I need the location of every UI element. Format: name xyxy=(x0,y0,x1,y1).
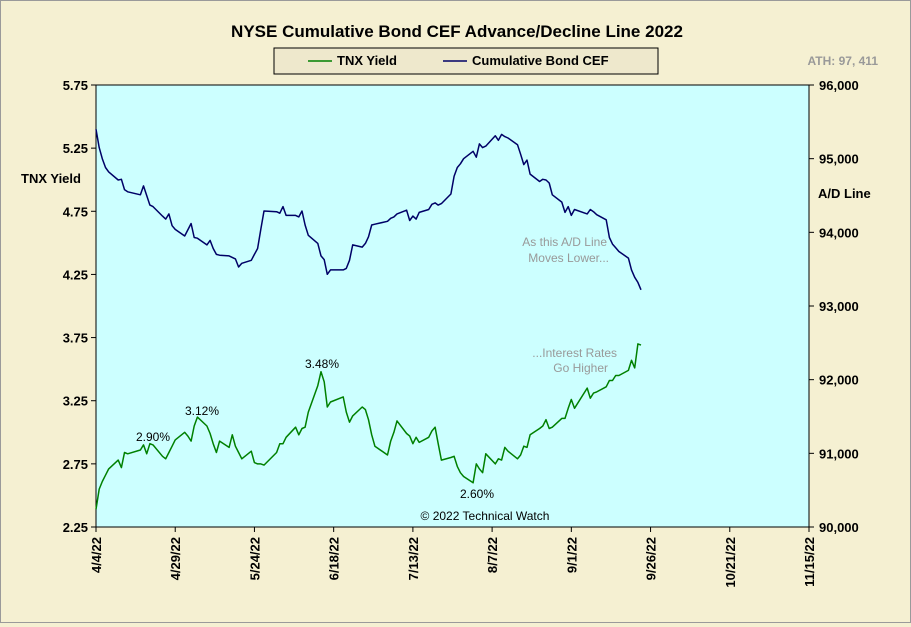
series-group xyxy=(95,129,642,510)
x-tick-label: 11/15/22 xyxy=(802,537,817,587)
legend: TNX Yield Cumulative Bond CEF xyxy=(273,47,659,75)
series-line-tnx-yield xyxy=(95,343,642,510)
y-right-ticks: 90,000 91,000 92,000 93,000 94,000 95,000 96,0… xyxy=(809,78,859,535)
x-tick-label: 8/7/22 xyxy=(485,537,500,573)
y-left-tick-label: 4.75 xyxy=(63,204,88,219)
x-tick-label: 7/13/22 xyxy=(406,537,421,580)
x-tick-label: 4/29/22 xyxy=(168,537,183,580)
y-left-label: TNX Yield xyxy=(21,171,81,186)
y-right-label: A/D Line xyxy=(818,186,871,201)
x-tick-label: 5/24/22 xyxy=(247,537,262,580)
y-left-tick-label: 5.25 xyxy=(63,141,88,156)
annotation-290: 2.90% xyxy=(136,430,170,444)
x-tick-label: 4/4/22 xyxy=(89,537,104,573)
y-left-tick-label: 4.25 xyxy=(63,267,88,282)
y-right-tick-label: 94,000 xyxy=(819,225,859,240)
annotation-260: 2.60% xyxy=(460,487,494,501)
x-tick-label: 10/21/22 xyxy=(723,537,738,588)
y-left-tick-label: 3.75 xyxy=(63,331,88,346)
y-right-tick-label: 91,000 xyxy=(819,446,859,461)
credit: © 2022 Technical Watch xyxy=(421,509,550,523)
y-right-tick-label: 92,000 xyxy=(819,373,859,388)
y-right-tick-label: 90,000 xyxy=(819,520,859,535)
annotation-ad-line-2: Moves Lower... xyxy=(528,251,609,265)
annotation-ad-line-1: As this A/D Line xyxy=(522,235,607,249)
y-left-tick-label: 3.25 xyxy=(63,394,88,409)
y-right-tick-label: 93,000 xyxy=(819,299,859,314)
x-tick-label: 9/26/22 xyxy=(644,537,659,580)
y-left-tick-label: 2.25 xyxy=(63,520,88,535)
x-ticks: 4/4/22 4/29/22 5/24/22 6/18/22 7/13/22 8/7/22… xyxy=(89,527,817,588)
legend-label-tnx: TNX Yield xyxy=(337,53,397,68)
annotation-rates-2: Go Higher xyxy=(553,361,608,375)
y-left-tick-label: 5.75 xyxy=(63,78,88,93)
annotation-312: 3.12% xyxy=(185,404,219,418)
y-right-tick-label: 96,000 xyxy=(819,78,859,93)
series-line-cumulative-bond-cef xyxy=(95,129,642,291)
x-tick-label: 9/1/22 xyxy=(564,537,579,573)
x-tick-label: 6/18/22 xyxy=(327,537,342,580)
ath-note: ATH: 97, 411 xyxy=(808,54,879,68)
annotation-rates-1: ...Interest Rates xyxy=(532,346,617,360)
chart-title: NYSE Cumulative Bond CEF Advance/Decline… xyxy=(231,22,683,41)
y-left-ticks: 2.25 2.75 3.25 3.75 4.25 4.75 5.25 5.75 xyxy=(63,78,96,535)
legend-label-cef: Cumulative Bond CEF xyxy=(472,53,609,68)
y-right-tick-label: 95,000 xyxy=(819,152,859,167)
y-left-tick-label: 2.75 xyxy=(63,457,88,472)
annotation-348: 3.48% xyxy=(305,357,339,371)
plot-area xyxy=(95,84,810,528)
